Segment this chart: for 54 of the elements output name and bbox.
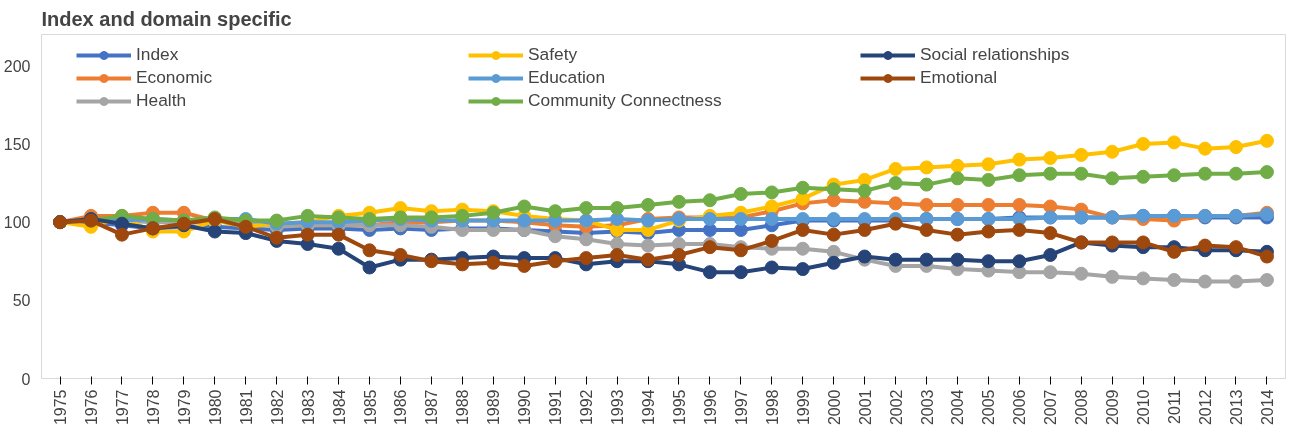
x-tick-label: 1978 <box>144 389 162 426</box>
x-tick-label: 1991 <box>547 389 565 426</box>
legend-label: Education <box>528 67 607 88</box>
x-tick-label: 1998 <box>763 389 781 426</box>
x-tick-label: 2011 <box>1166 389 1184 424</box>
x-tick-label: 1985 <box>361 389 379 426</box>
x-tick-label: 1980 <box>206 389 224 426</box>
y-tick-label: 200 <box>3 57 31 75</box>
legend-label: Safety <box>528 44 579 65</box>
x-tick-label: 2006 <box>1011 389 1029 426</box>
legend-label: Emotional <box>920 67 999 88</box>
y-tick-label: 150 <box>3 135 31 153</box>
x-tick-label: 1988 <box>454 389 472 426</box>
x-tick-label: 2003 <box>918 389 936 426</box>
x-tick-label: 2005 <box>980 389 998 426</box>
x-tick-label: 1986 <box>392 389 410 426</box>
x-tick-label: 2014 <box>1258 389 1276 426</box>
x-tick-label: 2010 <box>1135 389 1153 426</box>
x-tick-label: 1979 <box>175 389 193 426</box>
x-tick-label: 1999 <box>794 389 812 426</box>
x-tick-label: 1987 <box>423 389 441 426</box>
x-tick-label: 1976 <box>83 389 101 426</box>
x-tick-label: 1994 <box>640 389 658 426</box>
chart-title: Index and domain specific <box>41 7 292 30</box>
x-tick-label: 1995 <box>670 389 688 426</box>
x-tick-label: 2002 <box>887 389 905 426</box>
x-tick-label: 1975 <box>52 389 70 426</box>
legend-label: Economic <box>136 67 214 88</box>
x-tick-label: 1996 <box>701 389 719 426</box>
x-tick-label: 2012 <box>1197 389 1215 426</box>
legend-label: Social relationships <box>920 44 1071 65</box>
x-tick-label: 1990 <box>516 389 534 426</box>
x-tick-label: 2008 <box>1073 389 1091 426</box>
legend-label: Community Connectness <box>528 90 723 111</box>
x-tick-label: 1997 <box>732 389 750 426</box>
x-tick-label: 1989 <box>485 389 503 426</box>
x-tick-label: 1981 <box>237 389 255 426</box>
x-tick-label: 1984 <box>330 389 348 426</box>
x-tick-label: 2007 <box>1042 389 1060 426</box>
y-tick-label: 0 <box>21 370 31 388</box>
y-tick-label: 100 <box>3 214 31 232</box>
legend-label: Index <box>136 44 180 65</box>
y-tick-label: 50 <box>12 292 31 310</box>
x-tick-label: 2001 <box>856 389 874 426</box>
x-tick-label: 1977 <box>113 389 131 426</box>
x-tick-label: 1982 <box>268 389 286 426</box>
x-tick-label: 2004 <box>949 389 967 426</box>
x-tick-label: 2000 <box>825 389 843 426</box>
x-tick-label: 2013 <box>1227 389 1245 426</box>
x-tick-label: 2009 <box>1104 389 1122 426</box>
x-tick-label: 1983 <box>299 389 317 426</box>
x-tick-label: 1992 <box>578 389 596 426</box>
legend-label: Health <box>136 90 188 111</box>
x-tick-label: 1993 <box>609 389 627 426</box>
